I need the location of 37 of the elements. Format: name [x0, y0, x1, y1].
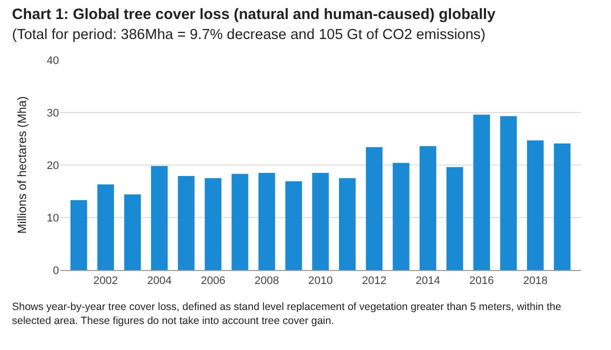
- chart-subtitle: (Total for period: 386Mha = 9.7% decrease and 105 Gt of CO2 emissions): [12, 27, 486, 43]
- bar: [366, 147, 383, 270]
- bar: [285, 181, 302, 270]
- bar: [312, 172, 329, 270]
- bar: [339, 178, 356, 270]
- bar: [420, 146, 436, 270]
- x-tick-label: 2016: [469, 275, 494, 288]
- chart-title: Chart 1: Global tree cover loss (natural and human-caused) globally: [12, 6, 496, 23]
- y-tick-label: 10: [46, 212, 59, 224]
- bar: [70, 200, 88, 270]
- bar: [473, 114, 490, 270]
- bar: [258, 172, 276, 270]
- x-tick-label: 2004: [147, 275, 172, 288]
- x-tick-label: 2018: [523, 275, 548, 288]
- bar: [392, 162, 410, 270]
- y-tick-label: 40: [46, 54, 59, 67]
- bar: [446, 167, 464, 270]
- bar: [204, 178, 222, 270]
- y-tick-label: 20: [46, 160, 59, 172]
- y-tick-label: 30: [46, 107, 59, 120]
- bar: [527, 140, 544, 270]
- bar: [232, 174, 248, 270]
- x-tick-label: 2012: [362, 275, 386, 288]
- bar: [178, 176, 195, 270]
- y-axis-title: Millions of hectares (Mha): [15, 96, 29, 234]
- x-tick-label: 2010: [308, 275, 333, 288]
- bar: [554, 143, 571, 270]
- bar: [151, 166, 168, 270]
- y-tick-label: 0: [52, 264, 59, 277]
- text: Shows year-by-year tree cover loss, defined as stand level replacement of vegetation greater than 5 meters, within the selected area. These figures do not take into account tree cover gain.: [12, 300, 562, 328]
- x-tick-label: 2002: [93, 275, 118, 288]
- bar: [500, 116, 517, 270]
- bar: [97, 184, 114, 270]
- bar: [124, 194, 141, 270]
- x-tick-label: 2006: [200, 275, 226, 288]
- x-tick-label: 2014: [416, 275, 440, 288]
- x-tick-label: 2008: [254, 275, 280, 288]
